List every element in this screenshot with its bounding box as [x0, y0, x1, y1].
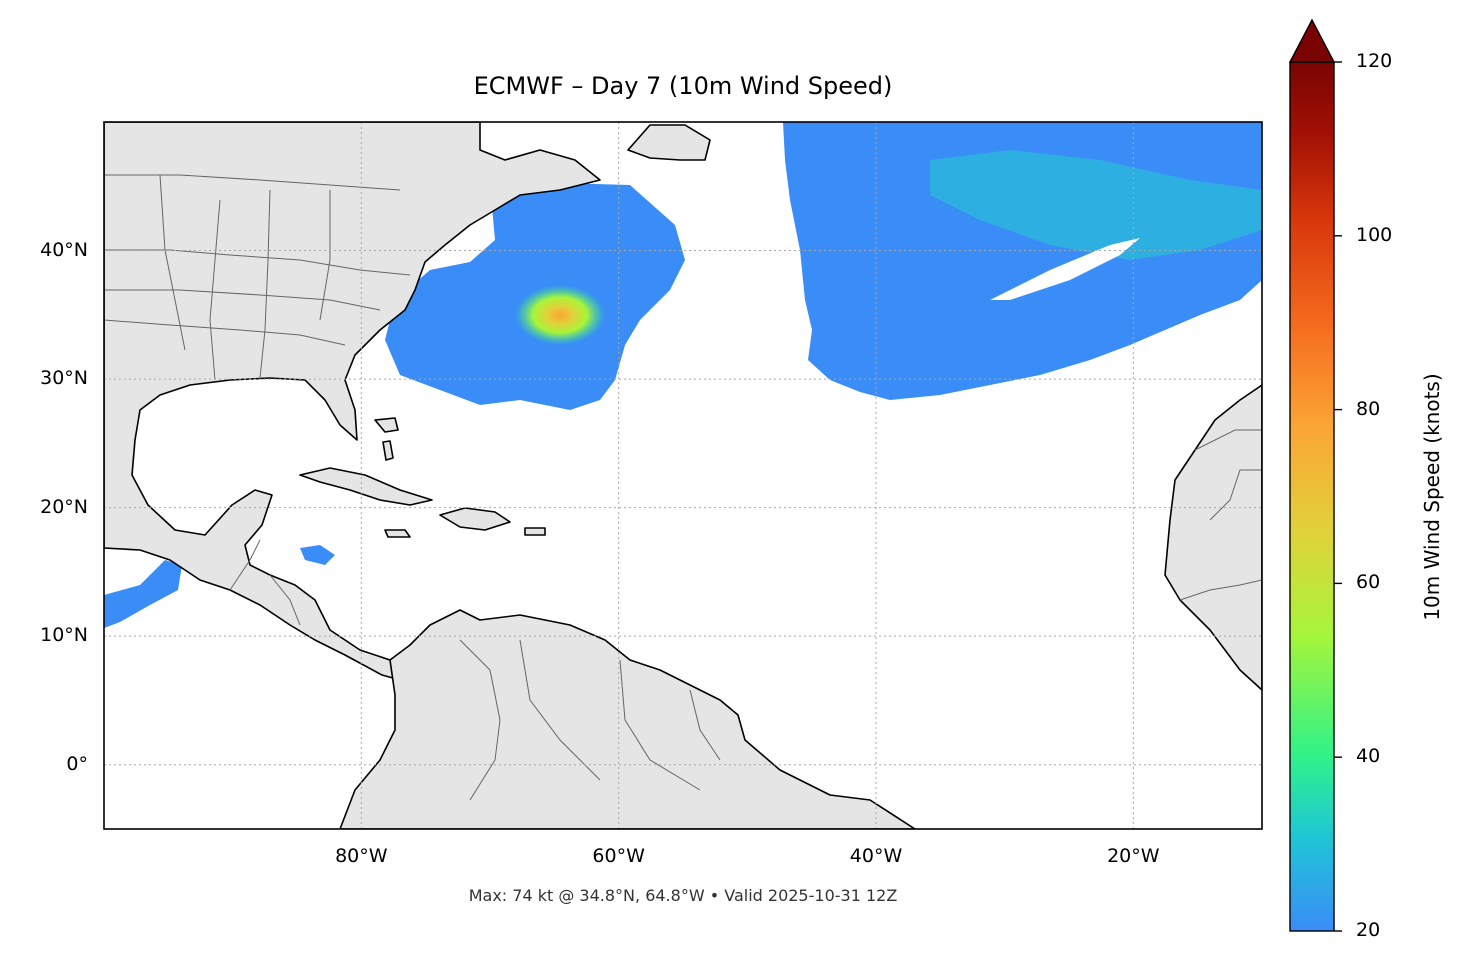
- wind-region-caribbean-patch: [300, 545, 335, 565]
- lat-label-20n: 20°N: [40, 495, 88, 518]
- bahamas-south: [382, 440, 394, 461]
- colorbar-tick-40: 40: [1356, 745, 1381, 768]
- gridlines: [104, 122, 1262, 829]
- colorbar-tick-120: 120: [1356, 50, 1393, 72]
- colorbar-gradient: [1289, 61, 1335, 932]
- bahamas: [374, 417, 399, 433]
- lon-label-20w: 20°W: [1107, 845, 1160, 867]
- lat-label-30n: 30°N: [40, 367, 88, 390]
- jamaica: [384, 529, 411, 538]
- south-america: [339, 609, 916, 829]
- colorbar-tick-20: 20: [1356, 919, 1381, 941]
- lat-label-10n: 10°N: [40, 624, 88, 647]
- colorbar: [1288, 18, 1342, 932]
- lat-label-0: 0°: [66, 752, 88, 775]
- colorbar-tick-60: 60: [1356, 571, 1381, 594]
- lon-label-40w: 40°W: [849, 845, 903, 867]
- chart-title: ECMWF – Day 7 (10m Wind Speed): [473, 72, 893, 100]
- colorbar-extend-arrow: [1288, 18, 1336, 63]
- wind-region-pacific: [104, 560, 182, 628]
- lon-label-80w: 80°W: [335, 845, 388, 867]
- wind-field: [104, 122, 1262, 628]
- map-area: [104, 122, 1262, 829]
- north-america: [104, 122, 601, 681]
- max-wind-footer: Max: 74 kt @ 34.8°N, 64.8°W • Valid 2025…: [468, 886, 898, 905]
- lon-label-60w: 60°W: [592, 845, 645, 867]
- wind-region-northeast-gap: [990, 238, 1140, 300]
- storm-core: [515, 285, 605, 345]
- africa: [1164, 384, 1262, 691]
- colorbar-tick-100: 100: [1356, 223, 1393, 246]
- land: [104, 122, 1262, 829]
- borders: [104, 174, 1262, 801]
- lat-label-40n: 40°N: [40, 238, 88, 261]
- map-frame: [103, 121, 1263, 830]
- cuba: [299, 467, 433, 506]
- colorbar-label: 10m Wind Speed (knots): [1420, 373, 1444, 621]
- newfoundland: [627, 124, 711, 161]
- colorbar-tick-80: 80: [1356, 397, 1381, 420]
- puerto-rico: [524, 527, 546, 536]
- wind-region-northeast-band: [930, 150, 1262, 260]
